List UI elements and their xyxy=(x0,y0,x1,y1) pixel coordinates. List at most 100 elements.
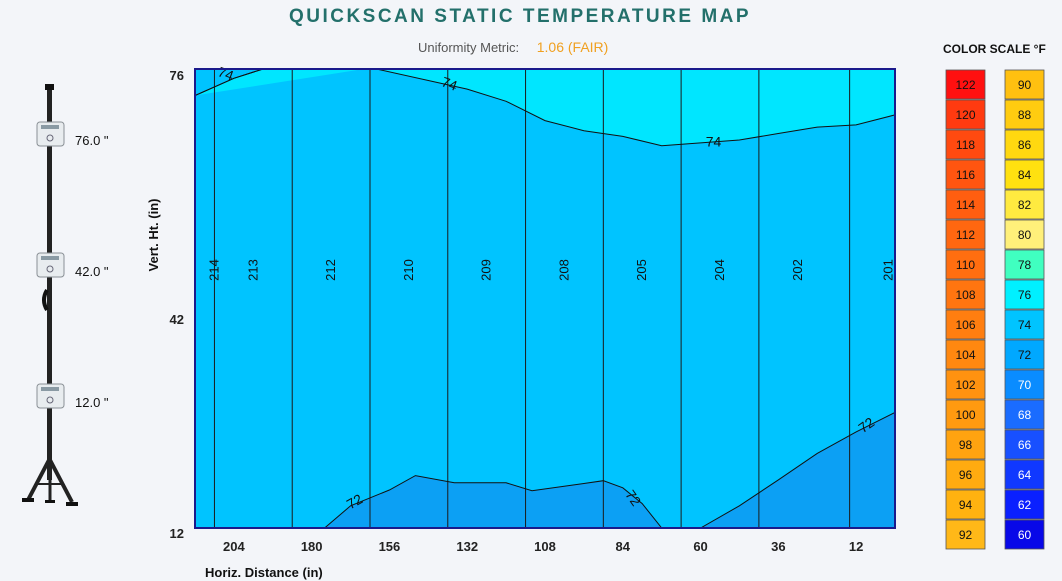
color-scale-cell-60: 60 xyxy=(1004,519,1045,550)
color-scale-cell-98: 98 xyxy=(945,429,986,460)
svg-text:102: 102 xyxy=(955,378,975,392)
color-scale-cell-118: 118 xyxy=(945,129,986,160)
column-id-label: 209 xyxy=(479,259,494,281)
color-scale-cell-116: 116 xyxy=(945,159,986,190)
contour-line-74 xyxy=(195,69,895,147)
svg-text:70: 70 xyxy=(1018,378,1032,392)
y-tick-label: 12 xyxy=(170,526,184,541)
svg-text:88: 88 xyxy=(1018,108,1032,122)
color-scale-cell-96: 96 xyxy=(945,459,986,490)
region-74-upper-left xyxy=(195,69,264,96)
sensor-stand-illustration: 76.0 " 42.0 " 12.0 " xyxy=(22,84,109,506)
svg-text:74: 74 xyxy=(1018,318,1032,332)
x-tick-label: 108 xyxy=(534,539,556,554)
color-scale-cell-94: 94 xyxy=(945,489,986,520)
contour-line-72 xyxy=(700,412,895,528)
color-scale-cell-68: 68 xyxy=(1004,399,1045,430)
column-id-label: 214 xyxy=(206,259,221,281)
x-axis-label: Horiz. Distance (in) xyxy=(205,565,323,580)
color-scale-cell-92: 92 xyxy=(945,519,986,550)
svg-text:100: 100 xyxy=(955,408,975,422)
svg-text:110: 110 xyxy=(956,258,975,272)
color-scale-cell-62: 62 xyxy=(1004,489,1045,520)
svg-text:60: 60 xyxy=(1018,528,1032,542)
column-id-label: 210 xyxy=(401,259,416,281)
color-scale-cell-102: 102 xyxy=(945,369,986,400)
svg-text:64: 64 xyxy=(1018,468,1032,482)
y-tick-label: 42 xyxy=(170,312,184,327)
region-72-2 xyxy=(700,412,895,528)
x-tick-label: 84 xyxy=(616,539,631,554)
color-scale-cell-110: 110 xyxy=(945,249,986,280)
column-id-label: 201 xyxy=(881,259,896,281)
color-scale-cell-74: 74 xyxy=(1004,309,1045,340)
svg-text:108: 108 xyxy=(955,288,975,302)
color-scale-cell-100: 100 xyxy=(945,399,986,430)
x-tick-label: 204 xyxy=(223,539,245,554)
color-scale-title: COLOR SCALE °F xyxy=(943,42,1046,56)
svg-text:112: 112 xyxy=(956,228,975,242)
color-scale-cell-66: 66 xyxy=(1004,429,1045,460)
svg-text:62: 62 xyxy=(1018,498,1032,512)
region-76-upper-right xyxy=(195,69,895,146)
sensor-box-icon xyxy=(36,121,65,147)
uniformity-metric: Uniformity Metric: 1.06 (FAIR) xyxy=(418,39,608,55)
color-scale-cell-82: 82 xyxy=(1004,189,1045,220)
svg-text:116: 116 xyxy=(956,168,975,182)
uniformity-label: Uniformity Metric: xyxy=(418,40,520,55)
color-scale-cell-78: 78 xyxy=(1004,249,1045,280)
svg-text:104: 104 xyxy=(955,348,975,362)
svg-text:94: 94 xyxy=(959,498,973,512)
color-scale-cell-64: 64 xyxy=(1004,459,1045,490)
svg-text:78: 78 xyxy=(1018,258,1032,272)
sensor-box-icon xyxy=(36,383,65,409)
color-scale-cell-114: 114 xyxy=(945,189,986,220)
contour-line-72 xyxy=(324,475,663,528)
column-id-label: 213 xyxy=(245,259,260,281)
color-scale-cell-104: 104 xyxy=(945,339,986,370)
plot-border xyxy=(194,68,896,529)
color-scale-cell-106: 106 xyxy=(945,309,986,340)
y-tick-label: 76 xyxy=(170,68,184,83)
color-scale-cell-72: 72 xyxy=(1004,339,1045,370)
svg-text:82: 82 xyxy=(1018,198,1032,212)
x-tick-label: 60 xyxy=(693,539,707,554)
x-tick-label: 180 xyxy=(301,539,323,554)
svg-text:86: 86 xyxy=(1018,138,1032,152)
column-id-label: 204 xyxy=(712,259,727,281)
svg-text:92: 92 xyxy=(959,528,973,542)
x-tick-label: 132 xyxy=(456,539,478,554)
svg-text:72: 72 xyxy=(1018,348,1032,362)
color-scale-cell-70: 70 xyxy=(1004,369,1045,400)
x-tick-label: 156 xyxy=(379,539,401,554)
column-id-label: 205 xyxy=(634,259,649,281)
region-72-1 xyxy=(324,475,662,528)
x-tick-label: 36 xyxy=(771,539,785,554)
color-scale-cell-76: 76 xyxy=(1004,279,1045,310)
color-scale-cell-122: 122 xyxy=(945,69,986,100)
color-scale-cell-120: 120 xyxy=(945,99,986,130)
svg-text:114: 114 xyxy=(956,198,975,212)
svg-text:84: 84 xyxy=(1018,168,1032,182)
contour-line-74 xyxy=(195,69,264,96)
contour-label: 74 xyxy=(439,73,459,93)
y-axis-label: Vert. Ht. (in) xyxy=(146,199,161,272)
column-id-label: 212 xyxy=(323,259,338,281)
svg-text:122: 122 xyxy=(955,78,975,92)
color-scale-cell-86: 86 xyxy=(1004,129,1045,160)
svg-text:76: 76 xyxy=(1018,288,1032,302)
column-id-label: 202 xyxy=(790,259,805,281)
sensor-box-icon xyxy=(36,252,65,278)
svg-text:120: 120 xyxy=(955,108,975,122)
sensor-height-label: 42.0 " xyxy=(75,264,109,279)
color-scale-cell-108: 108 xyxy=(945,279,986,310)
svg-text:106: 106 xyxy=(955,318,975,332)
color-scale-cell-112: 112 xyxy=(945,219,986,250)
sensor-height-label: 12.0 " xyxy=(75,395,109,410)
svg-text:80: 80 xyxy=(1018,228,1032,242)
svg-text:118: 118 xyxy=(956,138,975,152)
svg-text:68: 68 xyxy=(1018,408,1032,422)
svg-text:98: 98 xyxy=(959,438,973,452)
uniformity-value: 1.06 (FAIR) xyxy=(536,39,609,55)
